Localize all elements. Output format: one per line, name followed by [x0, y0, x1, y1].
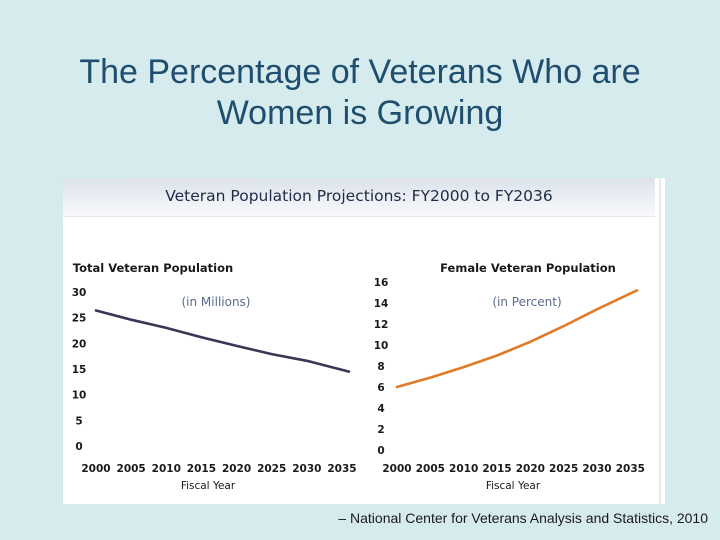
chart-1-xtick-label: 2015: [187, 463, 216, 475]
chart-1-subtitle: (in Millions): [181, 295, 250, 309]
charts-canvas: Total Veteran Population (in Millions) 0 5 1…: [72, 261, 645, 492]
chart-1-ytick-label: 15: [72, 364, 87, 376]
chart-2-xtick-label: 2025: [549, 463, 578, 475]
chart-2-ytick-label: 16: [374, 277, 389, 289]
chart-1-title: Total Veteran Population: [73, 261, 233, 275]
chart-2-ytick-label: 6: [377, 382, 384, 394]
chart-2-ytick-label: 4: [377, 403, 384, 415]
slide-title-line-1: The Percentage of Veterans Who are: [79, 53, 641, 91]
slide-title-line-2: Women is Growing: [216, 94, 504, 132]
chart-1-xtick-label: 2030: [292, 463, 321, 475]
chart-2-xtick-label: 2035: [616, 463, 645, 475]
chart-1-xtick-label: 2025: [257, 463, 286, 475]
chart-1-xtick-label: 2010: [152, 463, 181, 475]
chart-2-xtick-label: 2005: [416, 463, 445, 475]
chart-1-xtick-label: 2035: [327, 463, 356, 475]
chart-2-ytick-label: 0: [377, 445, 384, 457]
chart-2-xtick-label: 2000: [382, 463, 411, 475]
chart-1-xlabel: Fiscal Year: [181, 480, 236, 492]
chart-1-ytick-label: 5: [75, 415, 82, 427]
chart-1-ytick-label: 25: [72, 313, 87, 325]
chart-2-ytick-label: 12: [374, 319, 389, 331]
chart-banner: Veteran Population Projections: FY2000 t…: [63, 178, 655, 217]
chart-2-xtick-label: 2015: [482, 463, 511, 475]
chart-1-xtick-label: 2000: [81, 463, 110, 475]
chart-1-ytick-label: 10: [72, 390, 87, 402]
chart-2-xtick-label: 2020: [516, 463, 545, 475]
chart-2-series-line: [395, 289, 639, 389]
slide-title: The Percentage of Veterans Who are Women…: [0, 52, 720, 134]
chart-2-ytick-label: 10: [374, 340, 389, 352]
chart-2-title: Female Veteran Population: [440, 261, 616, 275]
chart-2-ytick-label: 8: [377, 361, 384, 373]
chart-1-series-line: [94, 309, 351, 373]
panel-edge: [659, 178, 661, 504]
chart-1-ytick-label: 30: [72, 287, 87, 299]
chart-2-ytick-label: 2: [377, 424, 384, 436]
chart-banner-title: Veteran Population Projections: FY2000 t…: [165, 187, 553, 205]
chart-2-subtitle: (in Percent): [492, 295, 561, 309]
chart-2-xlabel: Fiscal Year: [486, 480, 541, 492]
chart-2-xtick-label: 2010: [449, 463, 478, 475]
chart-2-ytick-label: 14: [374, 298, 389, 310]
chart-2-xtick-label: 2030: [582, 463, 611, 475]
source-citation: – National Center for Veterans Analysis …: [338, 510, 708, 526]
chart-1-xtick-label: 2005: [117, 463, 146, 475]
chart-1-ytick-label: 0: [75, 441, 82, 453]
chart-panel: Veteran Population Projections: FY2000 t…: [63, 178, 665, 504]
chart-1-xtick-label: 2020: [222, 463, 251, 475]
chart-1-ytick-label: 20: [72, 338, 87, 350]
